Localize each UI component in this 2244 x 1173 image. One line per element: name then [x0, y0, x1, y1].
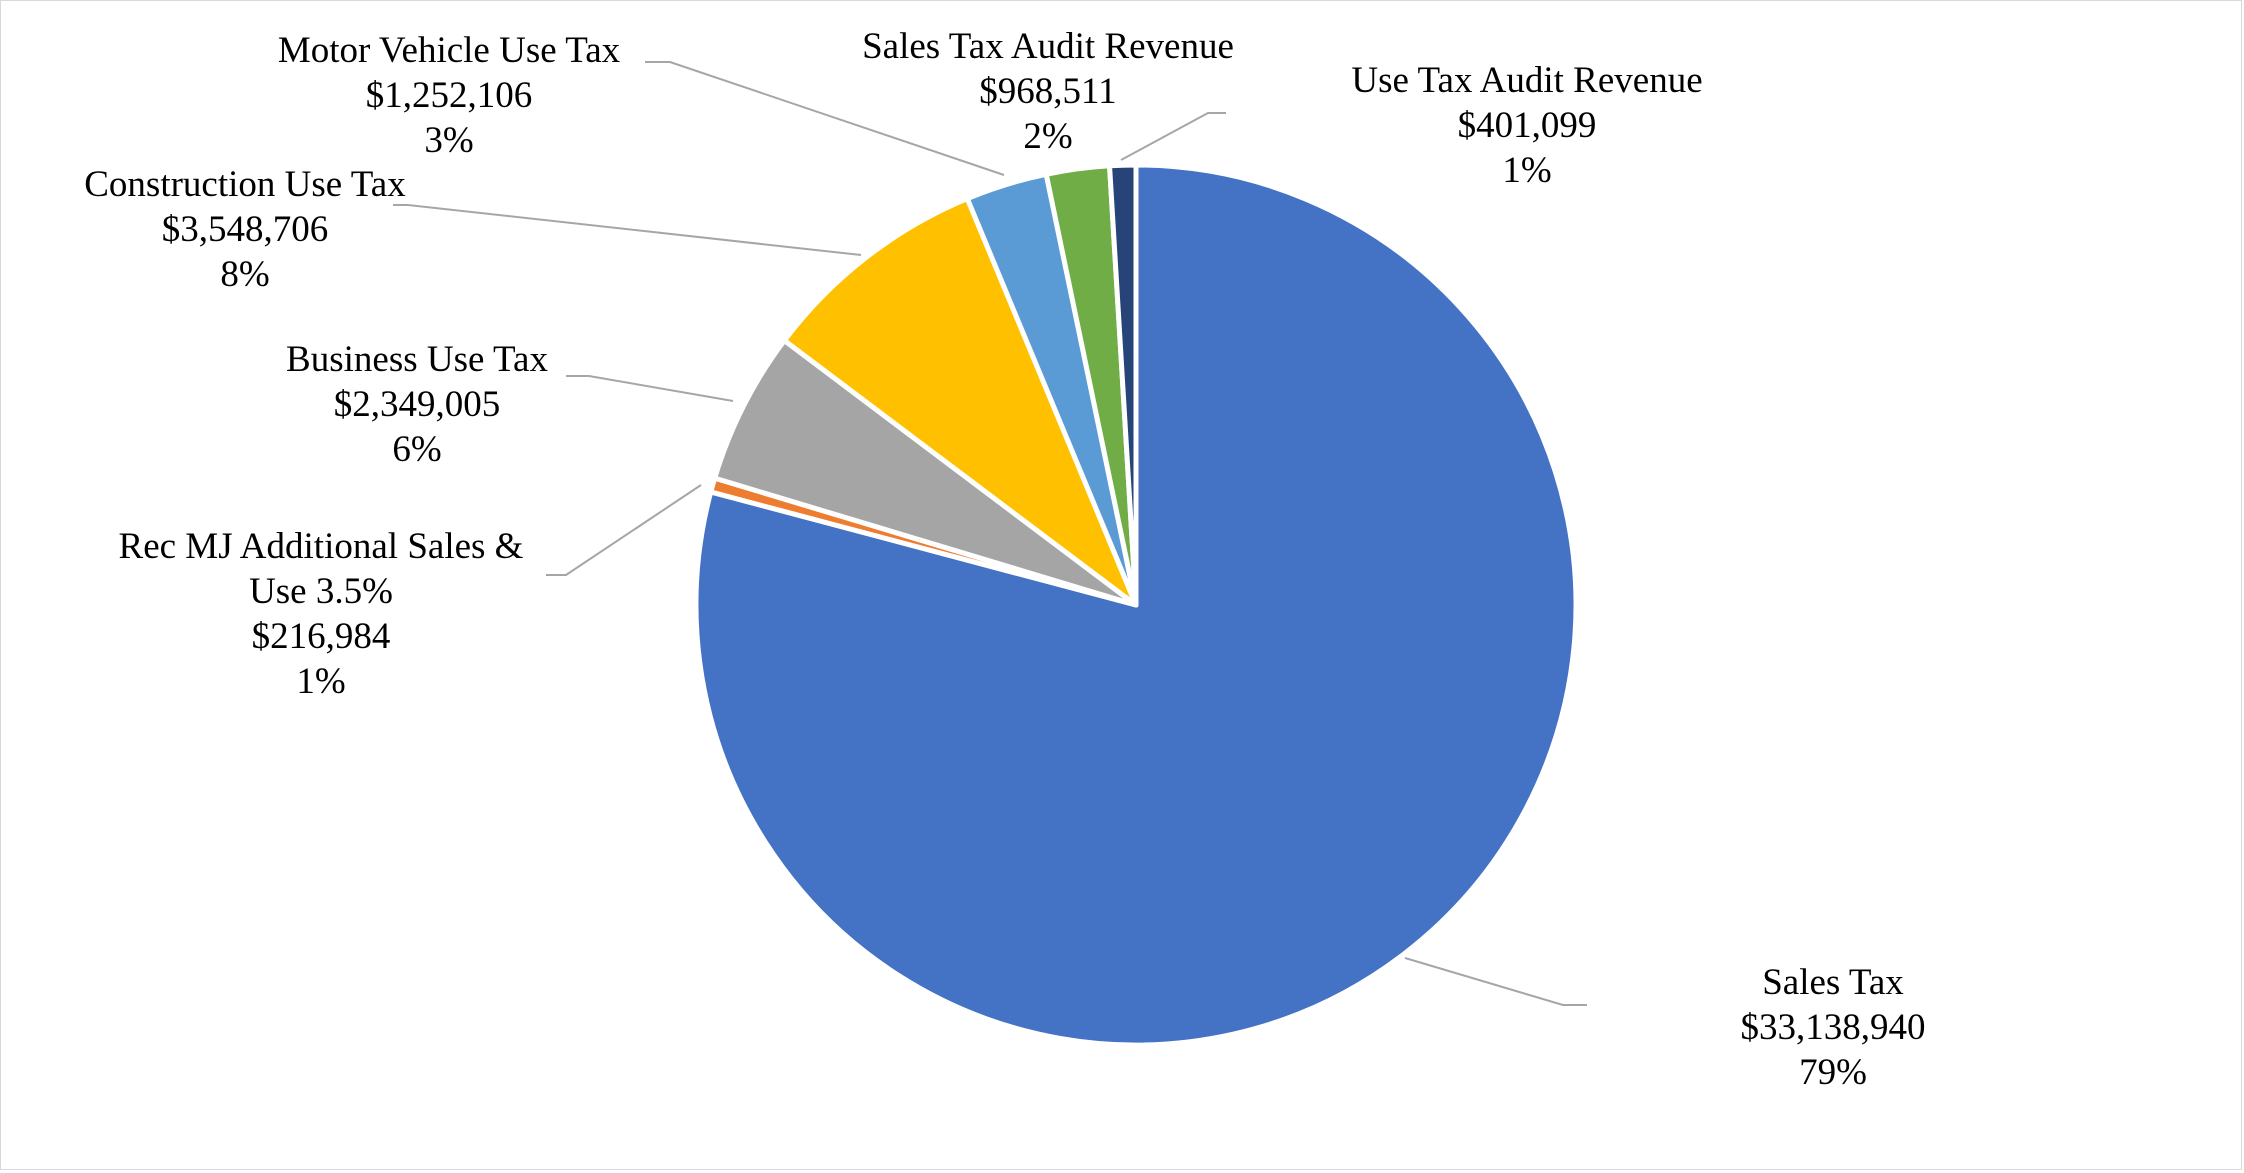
data-label-value: $401,099	[1458, 105, 1597, 146]
leader-line-rec-mj-additional-sales-use-3-5	[546, 484, 702, 576]
leader-line-use-tax-audit-revenue	[1120, 112, 1226, 161]
data-label-name-0: Motor Vehicle Use Tax	[278, 30, 621, 71]
data-label-value: $968,511	[979, 71, 1116, 112]
pie-slice-use-tax-audit-revenue	[1107, 162, 1139, 608]
pie-slice-construction-use-tax	[781, 196, 1139, 608]
data-label-name-0: Rec MJ Additional Sales &	[119, 526, 524, 567]
data-label-percent: 1%	[296, 661, 345, 702]
slices-layer	[693, 162, 1579, 1048]
data-label-percent: 79%	[1799, 1052, 1867, 1093]
data-label-name-1: Use 3.5%	[249, 571, 393, 612]
data-label-value: $2,349,005	[334, 384, 501, 425]
data-label-name-0: Construction Use Tax	[84, 164, 406, 205]
leader-line-sales-tax	[1404, 957, 1587, 1006]
pie-slice-business-use-tax	[712, 337, 1139, 608]
data-label-name-0: Business Use Tax	[286, 339, 548, 380]
data-label-rec-mj-additional-sales-use-3-5: Rec MJ Additional Sales &Use 3.5%$216,98…	[119, 526, 524, 702]
data-label-percent: 2%	[1023, 116, 1072, 157]
data-label-percent: 6%	[392, 429, 441, 470]
data-label-value: $33,138,940	[1741, 1007, 1926, 1048]
data-label-value: $1,252,106	[366, 75, 533, 116]
data-label-percent: 8%	[220, 254, 269, 295]
leader-line-construction-use-tax	[393, 204, 862, 256]
leader-line-motor-vehicle-use-tax	[645, 61, 1005, 176]
data-label-percent: 1%	[1502, 150, 1551, 191]
data-label-name-0: Use Tax Audit Revenue	[1351, 60, 1702, 101]
data-label-name-0: Sales Tax Audit Revenue	[862, 26, 1234, 67]
data-label-value: $216,984	[252, 616, 391, 657]
leader-lines-layer	[393, 61, 1587, 1006]
data-label-name-0: Sales Tax	[1762, 962, 1904, 1003]
data-label-percent: 3%	[424, 120, 473, 161]
leader-line-business-use-tax	[566, 375, 734, 402]
data-label-value: $3,548,706	[162, 209, 329, 250]
